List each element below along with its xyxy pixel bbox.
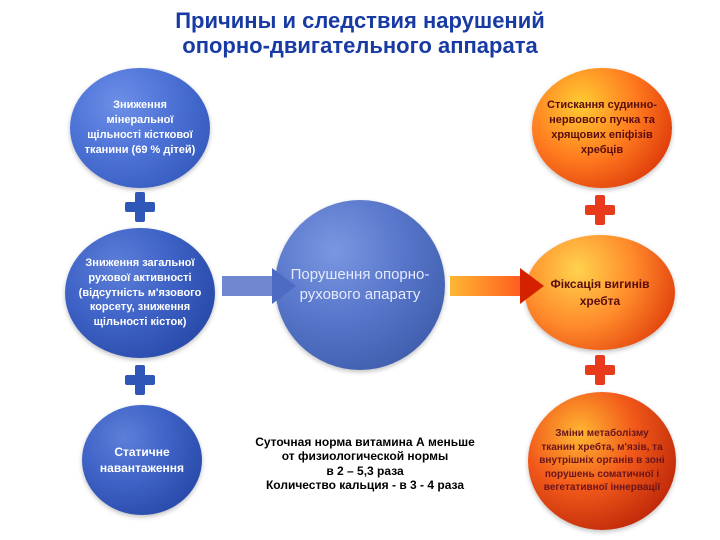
footnote-line-1: Суточная норма витамина А меньше: [225, 435, 505, 449]
node-left-top: Зниження мінеральної щільності кісткової…: [70, 68, 210, 188]
title-line-1: Причины и следствия нарушений: [0, 8, 720, 33]
arrow-to-center-shaft: [222, 276, 272, 296]
footnote-line-2: от физиологической нормы: [225, 449, 505, 463]
title-line-2: опорно-двигательного аппарата: [0, 33, 720, 58]
node-right-mid: Фіксація вигинів хребта: [525, 235, 675, 350]
arrow-to-right-head: [520, 268, 544, 304]
diagram-stage: Причины и следствия нарушений опорно-дви…: [0, 0, 720, 540]
node-right-top: Стискання судинно-нервового пучка та хря…: [532, 68, 672, 188]
footnote-line-4: Количество кальция - в 3 - 4 раза: [225, 478, 505, 492]
arrow-to-center: [222, 268, 298, 304]
node-left-bot-label: Статичне навантаження: [92, 444, 192, 476]
plus-left-1: [125, 192, 155, 222]
plus-right-1: [585, 195, 615, 225]
arrow-to-right-shaft: [450, 276, 520, 296]
node-center: Порушення опорно-рухового апарату: [275, 200, 445, 370]
footnote: Суточная норма витамина А меньше от физи…: [225, 435, 505, 493]
page-title: Причины и следствия нарушений опорно-дви…: [0, 8, 720, 59]
node-left-mid: Зниження загальної рухової активності (в…: [65, 228, 215, 358]
footnote-line-3: в 2 – 5,3 раза: [225, 464, 505, 478]
arrow-to-center-head: [272, 268, 296, 304]
node-right-bot: Зміни метаболізму тканин хребта, м'язів,…: [528, 392, 676, 530]
plus-left-2: [125, 365, 155, 395]
node-right-bot-label: Зміни метаболізму тканин хребта, м'язів,…: [538, 427, 666, 495]
node-left-mid-label: Зниження загальної рухової активності (в…: [75, 256, 205, 330]
node-center-label: Порушення опорно-рухового апарату: [285, 265, 435, 306]
node-left-top-label: Зниження мінеральної щільності кісткової…: [80, 98, 200, 157]
node-right-mid-label: Фіксація вигинів хребта: [535, 276, 665, 308]
node-left-bot: Статичне навантаження: [82, 405, 202, 515]
node-right-top-label: Стискання судинно-нервового пучка та хря…: [542, 98, 662, 157]
arrow-to-right: [450, 268, 546, 304]
plus-right-2: [585, 355, 615, 385]
